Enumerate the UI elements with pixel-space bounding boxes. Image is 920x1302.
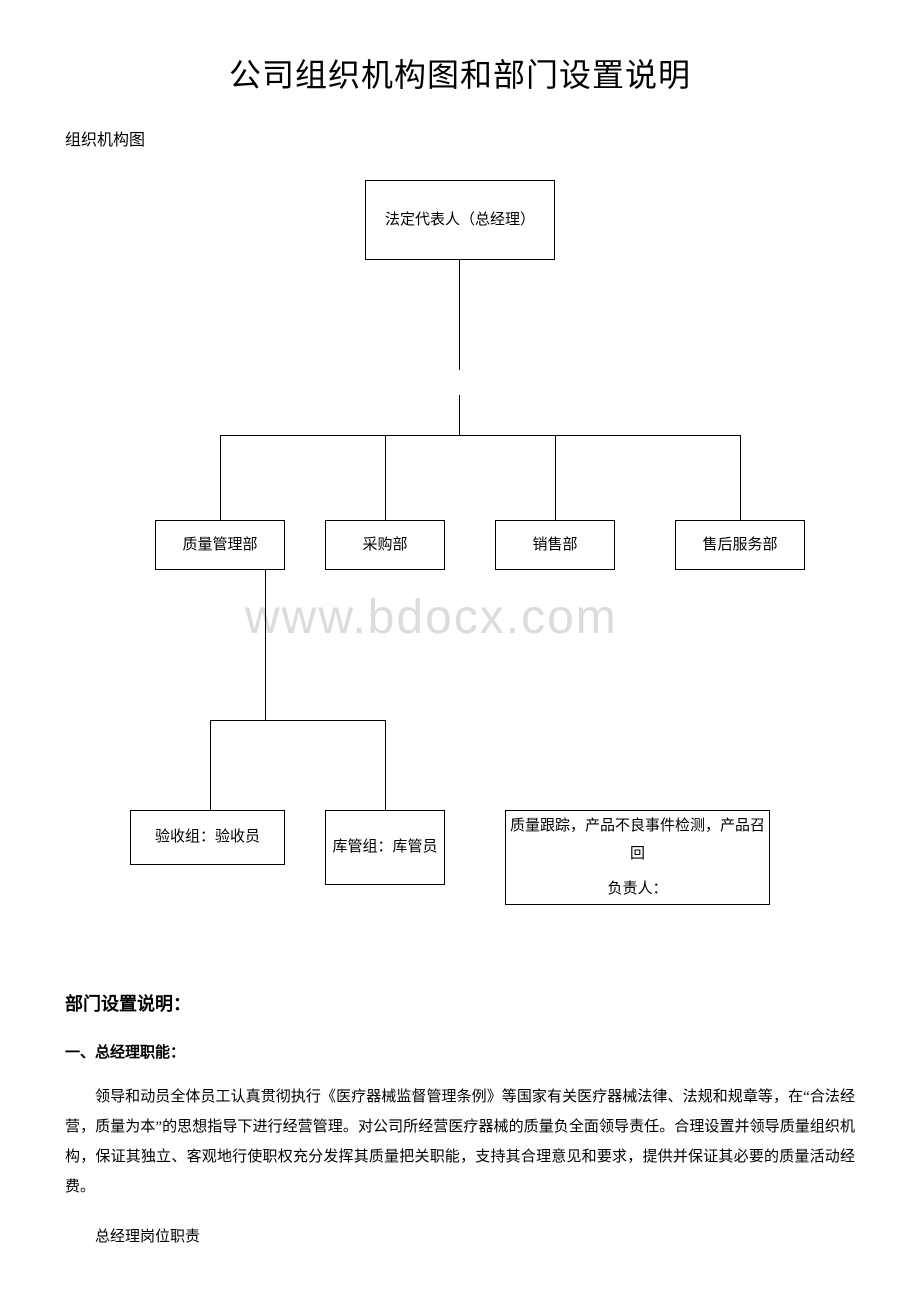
- connector-line: [220, 435, 221, 520]
- org-node-text: 质量跟踪，产品不良事件检测，产品召回: [510, 812, 765, 869]
- org-node-l3_3: 质量跟踪，产品不良事件检测，产品召回负责人：: [505, 810, 770, 905]
- sub-heading-gm: 一、总经理职能：: [65, 1041, 855, 1062]
- document-subtitle: 组织机构图: [65, 126, 855, 150]
- connector-line: [459, 395, 460, 435]
- connector-line: [220, 435, 740, 436]
- connector-line: [555, 435, 556, 520]
- org-node-l3_1: 验收组：验收员: [130, 810, 285, 865]
- watermark: www.bdocx.com: [245, 590, 618, 645]
- connector-line: [385, 720, 386, 810]
- org-chart: www.bdocx.com 法定代表人（总经理） 质量管理部采购部销售部 售后服务部…: [65, 170, 855, 920]
- org-node-root: 法定代表人（总经理）: [365, 180, 555, 260]
- document-title: 公司组织机构图和部门设置说明: [65, 50, 855, 96]
- org-node-l2_2: 采购部: [325, 520, 445, 570]
- trailer-text: 总经理岗位职责: [65, 1222, 855, 1252]
- org-node-l3_2: 库管组：库管员: [325, 810, 445, 885]
- org-node-l2_4: 售后服务部: [675, 520, 805, 570]
- connector-line: [740, 435, 741, 520]
- org-node-l2_3: 销售部: [495, 520, 615, 570]
- section-heading: 部门设置说明：: [65, 990, 855, 1016]
- connector-line: [210, 720, 211, 810]
- connector-line: [210, 720, 385, 721]
- connector-line: [265, 570, 266, 720]
- org-node-l2_1: 质量管理部: [155, 520, 285, 570]
- org-node-text: 负责人：: [607, 875, 667, 904]
- connector-line: [385, 435, 386, 520]
- paragraph-gm-duties: 领导和动员全体员工认真贯彻执行《医疗器械监督管理条例》等国家有关医疗器械法律、法…: [65, 1082, 855, 1202]
- connector-line: [459, 260, 460, 370]
